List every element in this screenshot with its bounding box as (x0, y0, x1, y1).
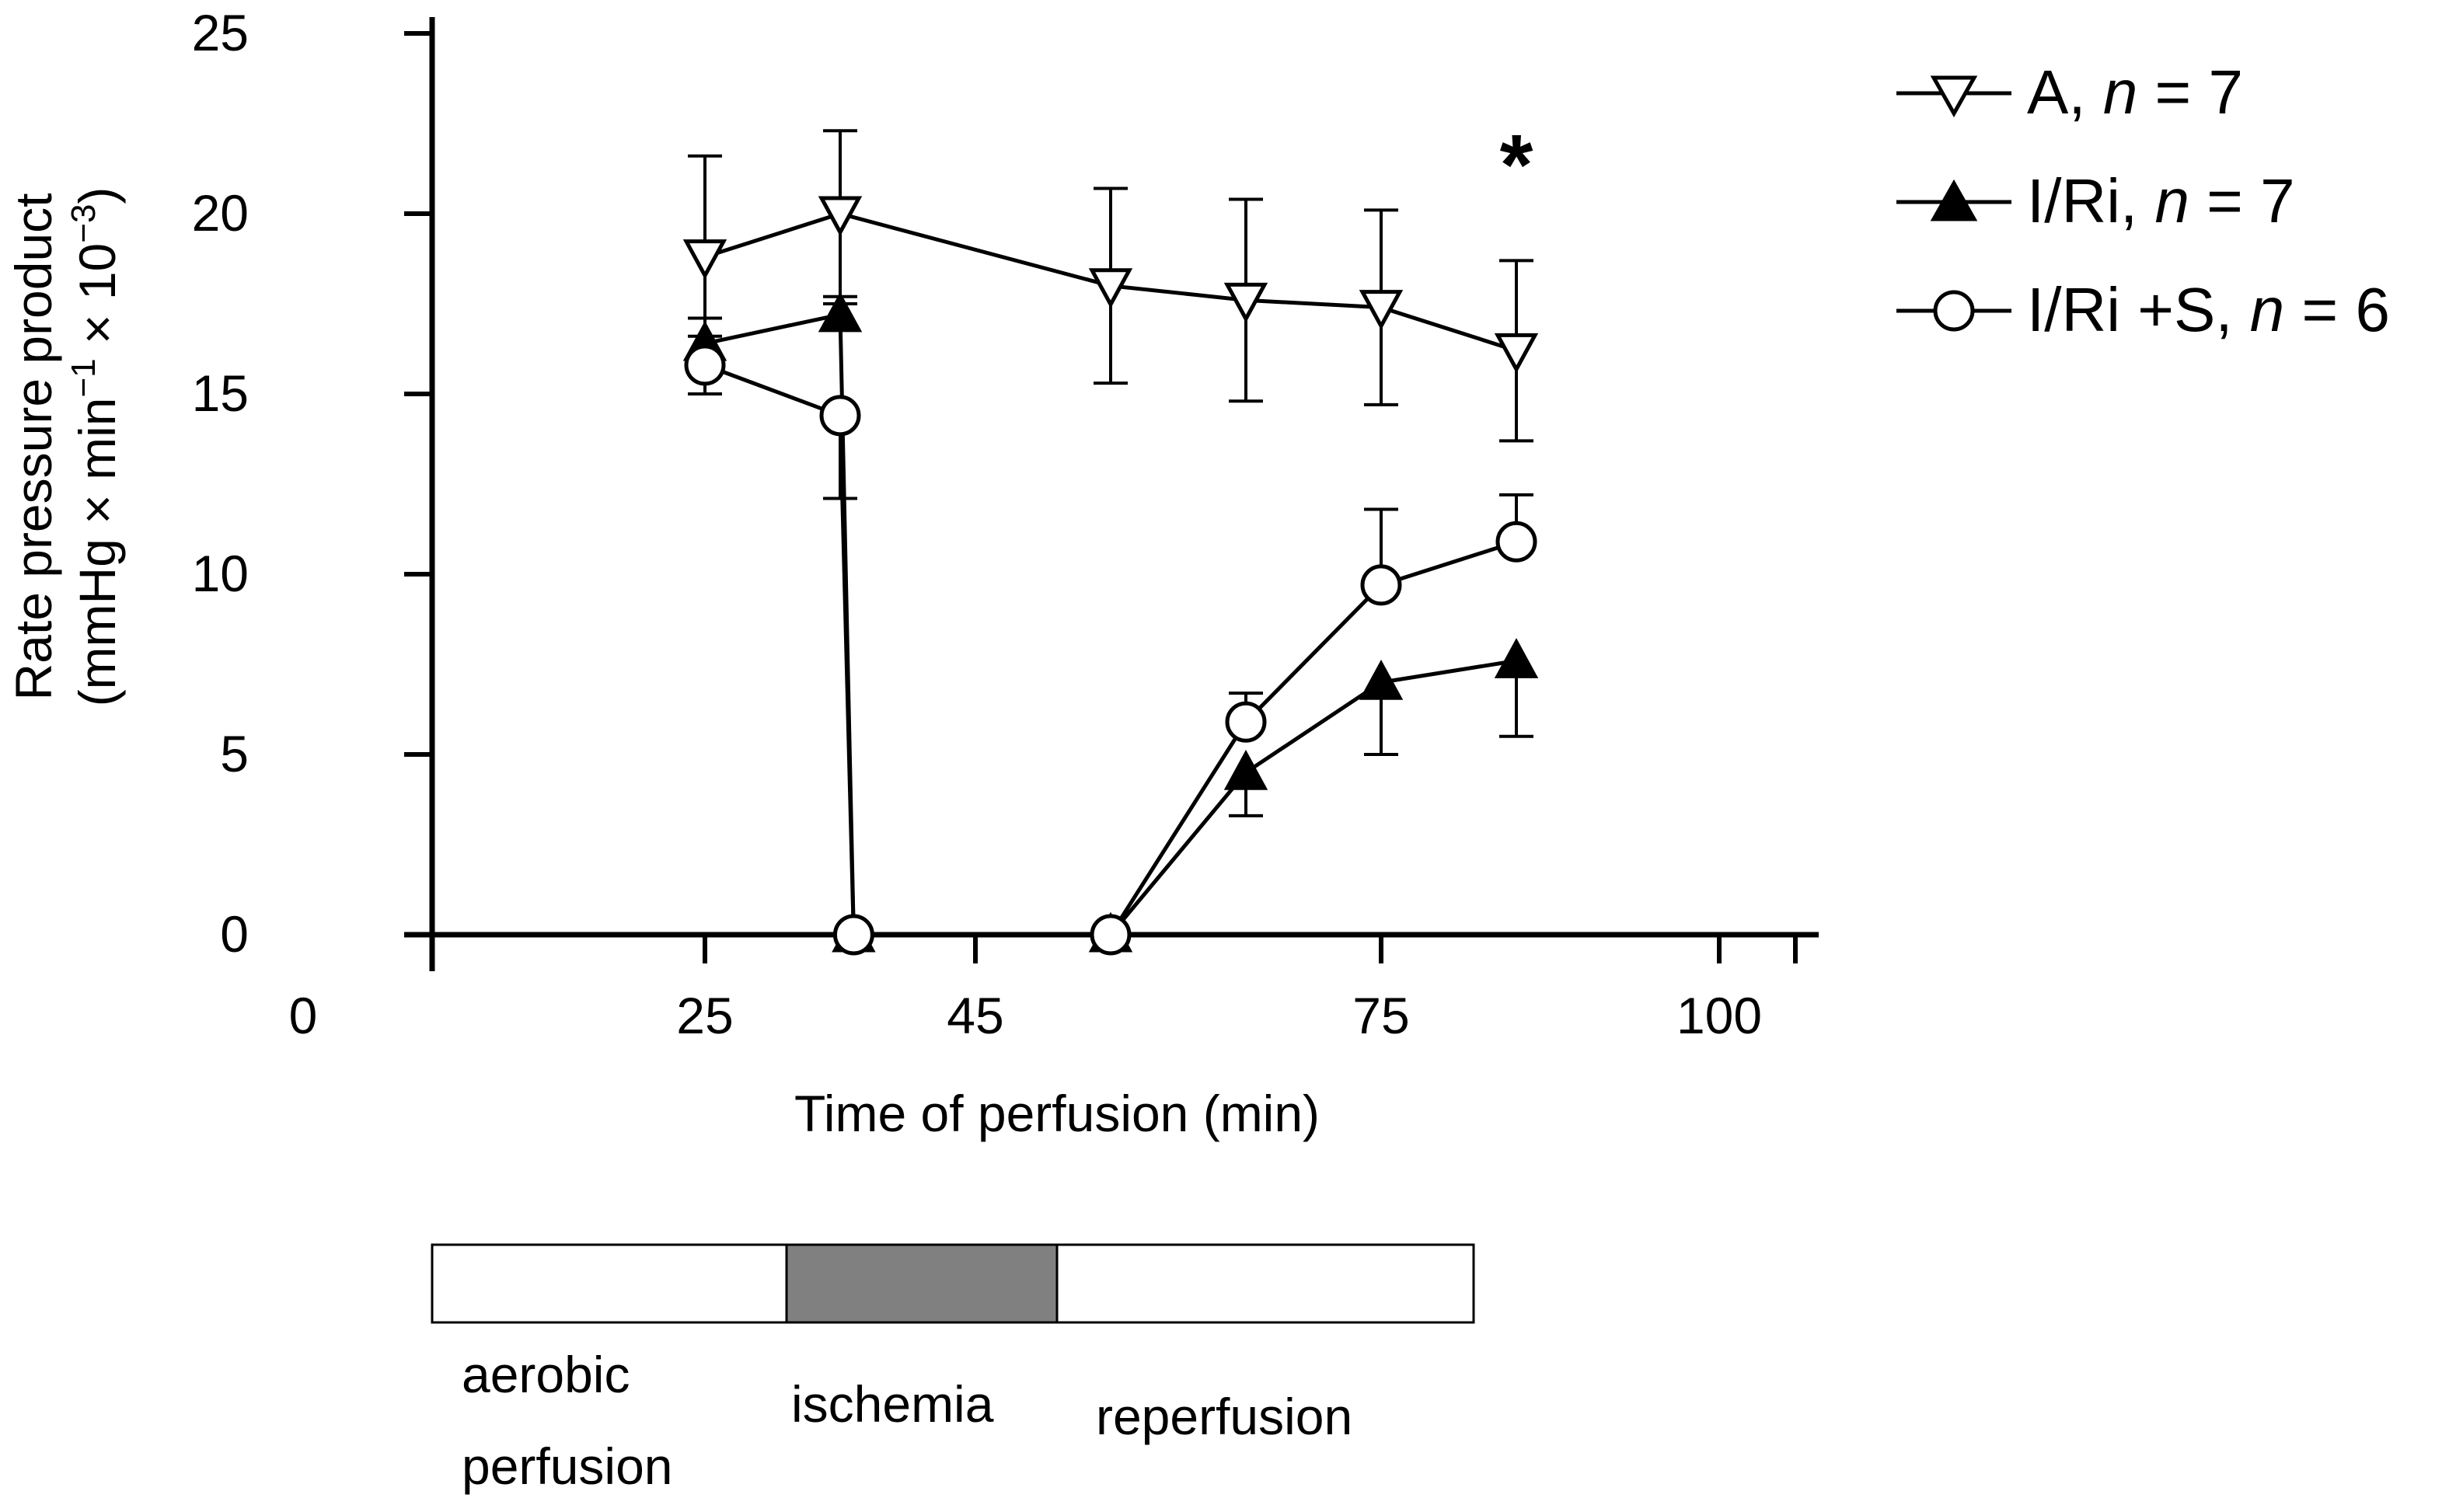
data-point-i-ri (1494, 638, 1539, 678)
protocol-segment-aerobic (431, 1243, 788, 1324)
y-axis-title: Rate pressure product (mmHg × min−1 × 10… (5, 187, 126, 707)
data-point-a (818, 196, 863, 237)
data-point-i-ri-s (1495, 521, 1537, 563)
series-a (682, 129, 1539, 443)
data-point-i-ri-s (1090, 914, 1132, 956)
y-tick-label-0: 0 (220, 905, 249, 963)
data-point-i-ri-s (1225, 701, 1267, 743)
protocol-label-aerobic-line2: perfusion (462, 1437, 673, 1495)
legend-label-i-ri: I/Ri, n = 7 (2027, 166, 2295, 235)
x-axis-ticks: 0 25 45 75 100 (289, 935, 1798, 1044)
protocol-label-ischemia: ischemia (791, 1375, 994, 1433)
data-point-a (1223, 282, 1268, 323)
x-tick-label-100: 100 (1676, 987, 1762, 1044)
legend-label-i-ri-s: I/Ri +S, n = 6 (2027, 275, 2390, 344)
series-i-ri (682, 291, 1539, 953)
data-point-a (682, 239, 727, 280)
y-tick-label-5: 5 (220, 725, 249, 782)
protocol-segment-ischemia (785, 1243, 1059, 1324)
protocol-label-reperfusion: reperfusion (1096, 1388, 1352, 1445)
y-tick-label-25: 25 (192, 4, 249, 61)
series-i-ri-s (684, 334, 1537, 956)
data-point-i-ri-s (1360, 564, 1402, 606)
legend-item-i-ri: I/Ri, n = 7 (1896, 166, 2295, 235)
data-point-i-ri-s (819, 395, 861, 437)
legend-marker-a (1930, 75, 1978, 118)
data-point-i-ri (818, 291, 863, 333)
data-point-i-ri (1359, 659, 1404, 700)
data-point-a (1494, 333, 1539, 374)
series-layer (682, 129, 1539, 956)
data-point-i-ri-s (832, 914, 874, 956)
x-tick-label-45: 45 (947, 987, 1003, 1044)
legend-marker-i-ri-s (1933, 290, 1975, 332)
y-tick-label-10: 10 (192, 545, 249, 602)
legend-label-a: A, n = 7 (2027, 57, 2243, 127)
x-tick-label-25: 25 (676, 987, 733, 1044)
x-axis-title: Time of perfusion (min) (794, 1085, 1320, 1142)
legend-item-a: A, n = 7 (1896, 57, 2243, 127)
y-axis-ticks: 0 5 10 15 20 25 (192, 4, 432, 963)
series-line-i-ri-s (704, 363, 1517, 937)
x-tick-label-75: 75 (1352, 987, 1409, 1044)
y-axis-title-line2: (mmHg × min−1 × 10−3) (65, 187, 126, 707)
protocol-segment-reperfusion (1055, 1243, 1475, 1324)
y-tick-label-15: 15 (192, 364, 249, 422)
data-point-a (1088, 268, 1133, 309)
protocol-label-aerobic-line1: aerobic (462, 1346, 630, 1403)
legend-item-i-ri-s: I/Ri +S, n = 6 (1896, 275, 2390, 344)
series-line-a (704, 211, 1517, 353)
legend: A, n = 7 I/Ri, n = 7 I/Ri +S, n = 6 (1896, 57, 2390, 344)
protocol-bar: aerobic perfusion ischemia reperfusion (431, 1243, 1475, 1495)
annotation-layer: * (1500, 117, 1533, 213)
significance-asterisk: * (1500, 117, 1533, 213)
y-tick-label-20: 20 (192, 184, 249, 242)
data-point-i-ri-s (684, 344, 726, 386)
x-tick-label-0: 0 (289, 987, 318, 1044)
data-point-i-ri (1223, 749, 1268, 790)
data-point-a (1359, 290, 1404, 330)
y-axis-title-line1: Rate pressure product (5, 193, 62, 700)
legend-marker-i-ri (1930, 179, 1978, 221)
